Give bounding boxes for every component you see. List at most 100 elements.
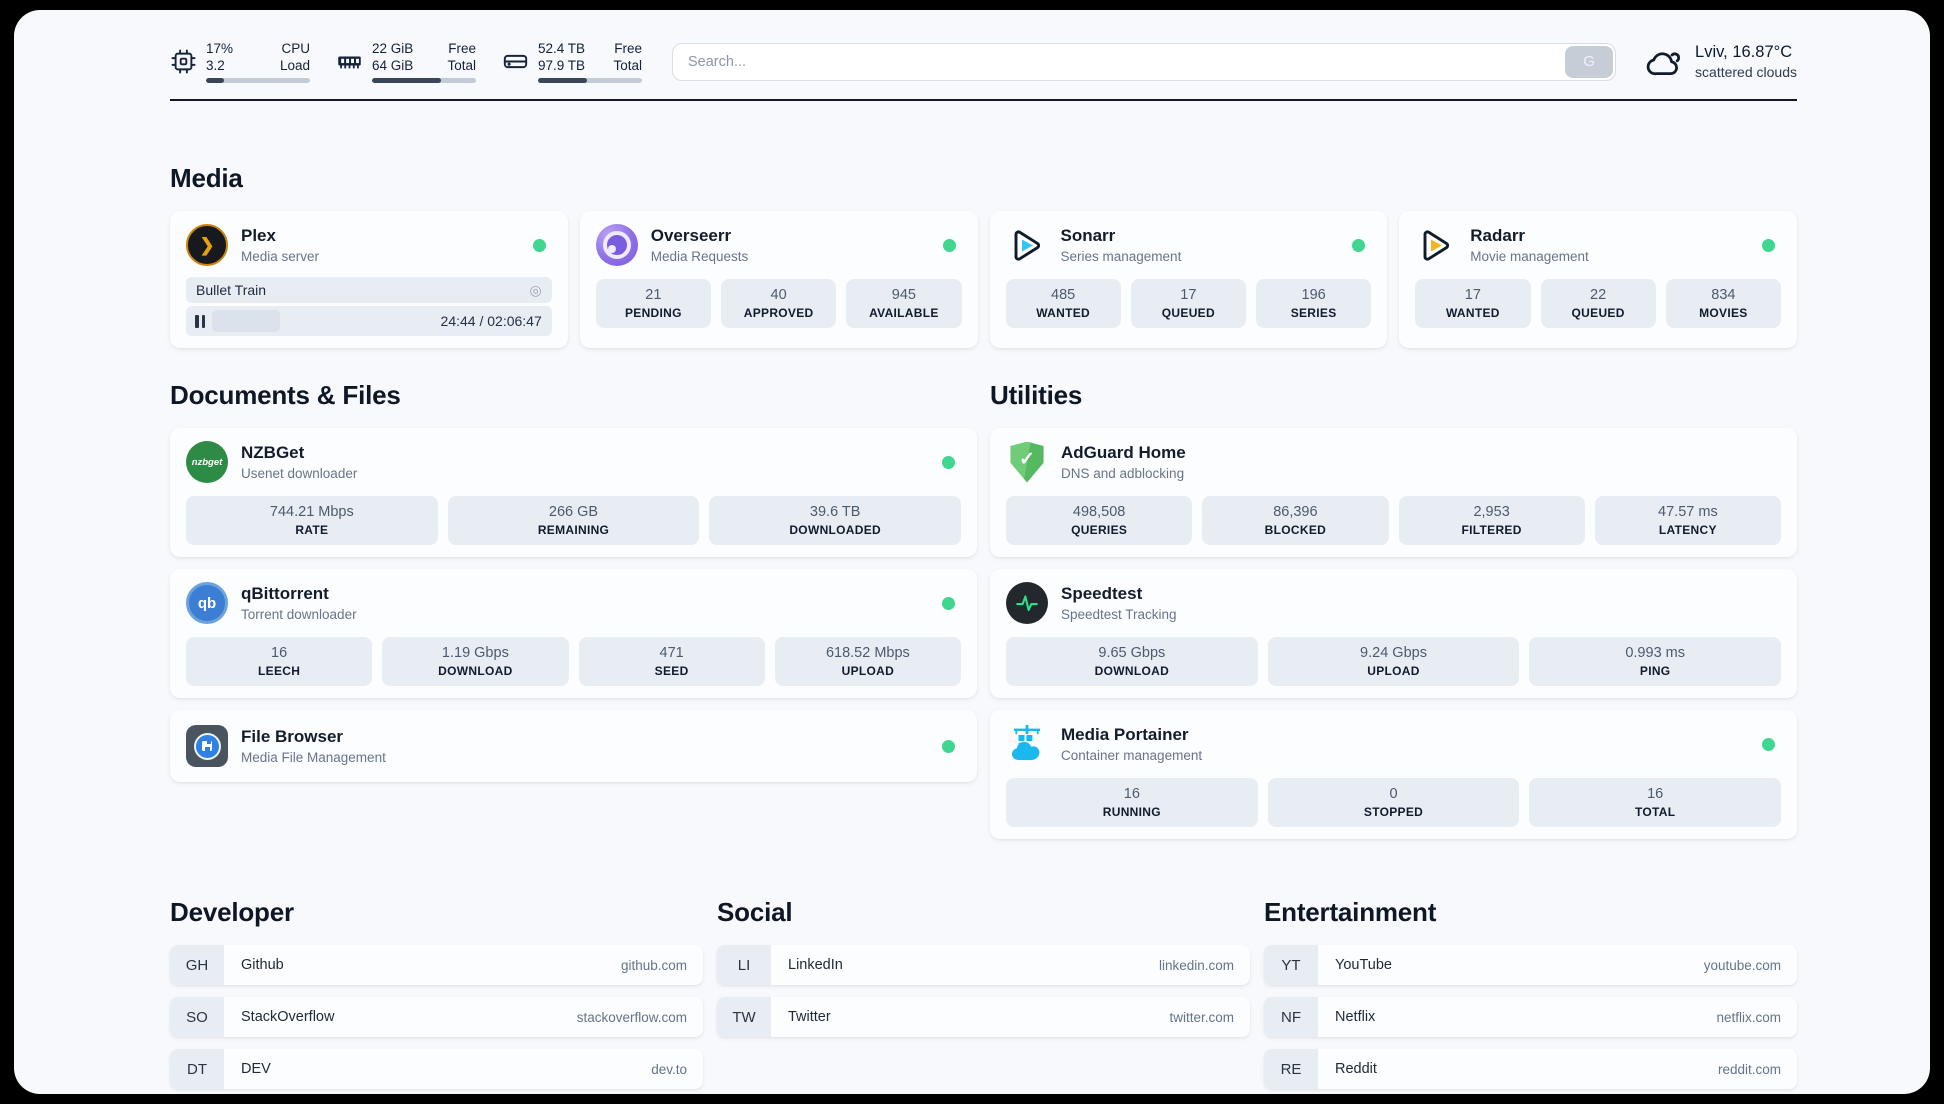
stat-box: 471 SEED [578, 637, 765, 686]
qbittorrent-status-dot [942, 596, 955, 610]
plex-now-playing: Bullet Train ◎ 24:44 / 02:06:47 [186, 277, 552, 336]
stat-box: 16 RUNNING [1006, 778, 1258, 827]
bookmark-name: DEV [241, 1061, 271, 1077]
disk-free-value: 52.4 TB [538, 41, 586, 56]
speedtest-description: Speedtest Tracking [1061, 607, 1177, 622]
adguard-card[interactable]: ✓ AdGuard Home DNS and adblocking 498,50… [990, 428, 1797, 557]
bookmark-linkedin[interactable]: LI LinkedIn linkedin.com [717, 945, 1250, 985]
memory-free-value: 22 GiB [372, 41, 414, 56]
overseerr-name: Overseerr [650, 226, 732, 245]
stat-box: 9.24 Gbps UPLOAD [1267, 637, 1520, 686]
bookmark-abbr: DT [170, 1049, 224, 1089]
bookmark-url: dev.to [651, 1061, 687, 1077]
disk-total-label: Total [613, 58, 642, 73]
nzbget-icon: nzbget [186, 441, 228, 483]
now-playing-title: Bullet Train [196, 282, 267, 298]
adguard-description: DNS and adblocking [1061, 466, 1185, 481]
memory-total-label: Total [447, 58, 476, 73]
bookmark-url: youtube.com [1703, 957, 1781, 973]
bookmark-abbr: NF [1264, 997, 1318, 1037]
nzbget-card[interactable]: nzbget NZBGet Usenet downloader 744.21 M… [170, 428, 977, 557]
radarr-card[interactable]: Radarr Movie management 17 WANTED 22 QUE… [1399, 211, 1797, 348]
plex-card[interactable]: ❯ Plex Media server Bullet Train ◎ [170, 211, 568, 348]
bookmark-twitter[interactable]: TW Twitter twitter.com [717, 997, 1250, 1037]
stat-box: 196 SERIES [1256, 279, 1372, 328]
stat-box: 9.65 Gbps DOWNLOAD [1006, 637, 1258, 686]
weather-condition: scattered clouds [1695, 64, 1797, 80]
filebrowser-icon [186, 725, 228, 767]
qbittorrent-card[interactable]: qb qBittorrent Torrent downloader 16 [170, 569, 977, 698]
bookmark-url: stackoverflow.com [576, 1009, 687, 1025]
qbittorrent-description: Torrent downloader [241, 607, 357, 622]
dashboard-panel: 17% 3.2 CPU Load [14, 10, 1930, 1094]
bookmark-youtube[interactable]: YT YouTube youtube.com [1264, 945, 1797, 985]
search-input[interactable] [672, 42, 1617, 81]
portainer-status-dot [1762, 737, 1775, 751]
playback-time: 24:44 / 02:06:47 [440, 313, 542, 329]
cpu-load-label: Load [279, 58, 310, 73]
stat-box: 1.19 Gbps DOWNLOAD [382, 637, 569, 686]
bookmark-name: LinkedIn [788, 957, 843, 973]
qbittorrent-name: qBittorrent [241, 584, 329, 603]
disk-total-value: 97.9 TB [538, 58, 586, 73]
weather-location-temp: Lviv, 16.87°C [1695, 43, 1793, 61]
cpu-widget: 17% 3.2 CPU Load [170, 40, 310, 83]
section-title-social: Social [717, 897, 793, 927]
scattered-clouds-icon [1646, 51, 1681, 75]
stat-box: 86,396 BLOCKED [1202, 496, 1389, 545]
overseerr-icon [595, 224, 638, 266]
overseerr-status-dot [942, 238, 956, 252]
filebrowser-card[interactable]: File Browser Media File Management [170, 710, 977, 782]
sonarr-card[interactable]: Sonarr Series management 485 WANTED 17 Q… [989, 211, 1388, 348]
disk-widget: 52.4 TB 97.9 TB Free Total [502, 40, 642, 83]
speedtest-icon [1006, 582, 1048, 624]
pause-icon [195, 314, 205, 328]
cpu-usage-value: 17% [206, 41, 234, 56]
section-title-media: Media [170, 163, 243, 193]
session-icon: ◎ [529, 282, 542, 298]
sonarr-name: Sonarr [1060, 226, 1116, 245]
bookmark-abbr: RE [1264, 1049, 1318, 1089]
radarr-description: Movie management [1470, 249, 1589, 264]
stat-box: 498,508 QUERIES [1006, 496, 1193, 545]
adguard-icon: ✓ [1006, 441, 1048, 483]
stat-box: 945 AVAILABLE [846, 279, 962, 328]
portainer-icon [1006, 723, 1048, 765]
stat-box: 0 STOPPED [1267, 778, 1520, 827]
bookmark-stackoverflow[interactable]: SO StackOverflow stackoverflow.com [170, 997, 703, 1037]
bookmark-url: twitter.com [1169, 1009, 1234, 1025]
bookmark-netflix[interactable]: NF Netflix netflix.com [1264, 997, 1797, 1037]
stat-box: 0.993 ms PING [1529, 637, 1782, 686]
stat-box: 17 WANTED [1415, 279, 1531, 328]
bookmark-reddit[interactable]: RE Reddit reddit.com [1264, 1049, 1797, 1089]
adguard-name: AdGuard Home [1061, 443, 1186, 462]
portainer-card[interactable]: Media Portainer Container management 16 … [990, 710, 1797, 839]
filebrowser-description: Media File Management [241, 750, 386, 765]
bookmark-dev[interactable]: DT DEV dev.to [170, 1049, 703, 1089]
plex-name: Plex [241, 226, 276, 245]
stat-box: 744.21 Mbps RATE [186, 496, 438, 545]
stat-box: 22 QUEUED [1540, 279, 1656, 328]
memory-total-value: 64 GiB [372, 58, 414, 73]
filebrowser-name: File Browser [241, 727, 344, 746]
bookmark-name: Reddit [1335, 1061, 1377, 1077]
bookmark-abbr: LI [717, 945, 771, 985]
nzbget-status-dot [942, 455, 955, 469]
section-title-entertainment: Entertainment [1264, 897, 1437, 927]
plex-status-dot [532, 238, 546, 252]
memory-free-label: Free [448, 41, 476, 56]
bookmark-github[interactable]: GH Github github.com [170, 945, 703, 985]
bookmark-url: reddit.com [1717, 1061, 1781, 1077]
radarr-icon [1415, 224, 1457, 266]
disk-free-label: Free [614, 41, 642, 56]
overseerr-card[interactable]: Overseerr Media Requests 21 PENDING 40 A… [579, 211, 978, 348]
bookmark-name: StackOverflow [241, 1009, 335, 1025]
bookmark-abbr: SO [170, 997, 224, 1037]
search-engine-button[interactable]: G [1565, 45, 1614, 78]
speedtest-card[interactable]: Speedtest Speedtest Tracking 9.65 Gbps D… [990, 569, 1797, 698]
sonarr-status-dot [1352, 238, 1366, 252]
bookmark-url: linkedin.com [1158, 957, 1234, 973]
stat-box: 266 GB REMAINING [447, 496, 700, 545]
weather-widget: Lviv, 16.87°C scattered clouds [1646, 42, 1797, 81]
top-bar: 17% 3.2 CPU Load [170, 40, 1797, 83]
